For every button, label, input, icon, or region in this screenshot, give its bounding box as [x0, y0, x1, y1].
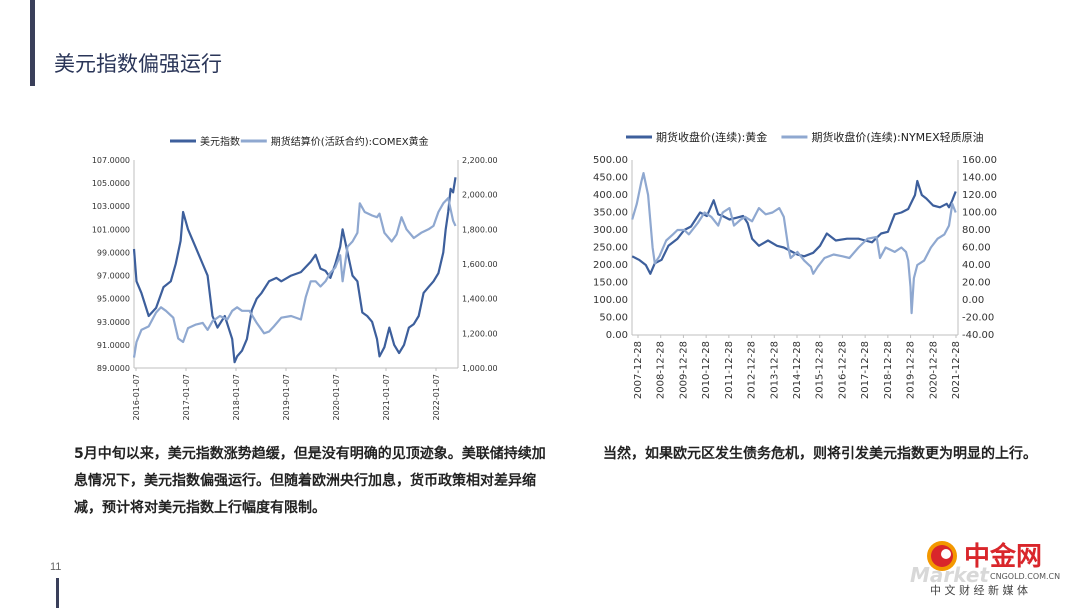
x-tick-label: 2007-12-28 [633, 341, 644, 399]
series-line-1 [631, 179, 957, 275]
y-left-tick-label: 107.0000 [92, 156, 130, 165]
chart-left: 107.0000 105.0000 103.0000 101.0000 99.0000 9… [92, 135, 498, 421]
paragraph-right: 当然，如果欧元区发生债务危机，则将引发美元指数更为明显的上行。 [603, 446, 1037, 462]
y-left-tick-label: 50.00 [599, 313, 628, 324]
paragraph-left: 5月中旬以来，美元指数涨势趋缓，但是没有明确的见顶迹象。美联储持续加息情况下，美… [74, 446, 546, 516]
y-left-tick-label: 250.00 [593, 243, 628, 254]
cngold-logo: Market 中金网 CNGOLD.COM.CN 中 文 财 经 新 媒 体 [908, 532, 1080, 608]
footer-accent-bar [56, 578, 59, 608]
x-tick-label: 2022-01-07 [432, 374, 441, 421]
y-left-tick-label: 99.0000 [97, 248, 130, 257]
y-left-tick-label: 101.0000 [92, 225, 130, 234]
y-left-tick-label: 150.00 [593, 278, 628, 289]
x-tick-label: 2011-12-28 [724, 341, 735, 399]
x-tick-label: 2015-12-28 [815, 341, 826, 399]
series-line-1 [132, 177, 457, 364]
y-right-tick-label: 1,600.00 [462, 260, 498, 269]
y-right-tick-label: 1,200.00 [462, 329, 498, 338]
x-tick-label: 2021-12-28 [951, 341, 962, 399]
y-left-tick-label: 95.0000 [97, 295, 130, 304]
series-line-2 [132, 196, 457, 358]
y-left-tick-label: 105.0000 [92, 179, 130, 188]
y-left-tick-label: 97.0000 [97, 272, 130, 281]
series-line-2 [631, 171, 957, 315]
y-right-tick-label: 140.00 [962, 173, 997, 184]
y-left-tick-label: 103.0000 [92, 202, 130, 211]
x-tick-label: 2016-01-07 [132, 374, 141, 421]
x-tick-label: 2018-01-07 [232, 374, 241, 421]
x-tick-label: 2019-12-28 [906, 341, 917, 399]
y-right-tick-label: 80.00 [962, 225, 991, 236]
x-tick-label: 2013-12-28 [769, 341, 780, 399]
legend-label-1: 美元指数 [200, 135, 240, 148]
legend-label-2: 期货结算价(活跃合约):COMEX黄金 [271, 135, 429, 148]
x-tick-label: 2018-12-28 [883, 341, 894, 399]
legend-label-1: 期货收盘价(连续):黄金 [656, 130, 767, 144]
y-left-tick-label: 0.00 [606, 330, 628, 341]
x-tick-label: 2021-01-07 [382, 374, 391, 421]
y-left-tick-label: 400.00 [593, 190, 628, 201]
y-right-tick-label: 2,000.00 [462, 191, 498, 200]
x-tick-label: 2020-12-28 [928, 341, 939, 399]
y-left-tick-label: 500.00 [593, 155, 628, 166]
x-tick-label: 2014-12-28 [792, 341, 803, 399]
y-right-tick-label: 1,000.00 [462, 364, 498, 373]
x-tick-label: 2016-12-28 [837, 341, 848, 399]
y-left-tick-label: 350.00 [593, 208, 628, 219]
y-left-tick-label: 450.00 [593, 173, 628, 184]
x-tick-label: 2017-01-07 [182, 374, 191, 421]
x-tick-label: 2010-12-28 [701, 341, 712, 399]
y-left-tick-label: 93.0000 [97, 318, 130, 327]
x-tick-label: 2008-12-28 [656, 341, 667, 399]
x-tick-label: 2012-12-28 [747, 341, 758, 399]
y-right-tick-label: 120.00 [962, 190, 997, 201]
y-right-tick-label: 0.00 [962, 295, 984, 306]
y-left-tick-label: 91.0000 [97, 341, 130, 350]
logo-graphic: Market 中金网 CNGOLD.COM.CN 中 文 财 经 新 媒 体 [910, 541, 1060, 597]
y-right-tick-label: 100.00 [962, 208, 997, 219]
y-left-tick-label: 89.0000 [97, 364, 130, 373]
logo-main-text: 中金网 [964, 541, 1042, 572]
logo-sub-text: 中 文 财 经 新 媒 体 [930, 583, 1028, 597]
y-left-tick-label: 200.00 [593, 260, 628, 271]
title-accent-bar [30, 0, 35, 86]
x-tick-label: 2009-12-28 [678, 341, 689, 399]
y-left-tick-label: 100.00 [593, 295, 628, 306]
chart-right: 500.00 450.00 400.00 350.00 300.00 250.00 200.… [593, 130, 997, 399]
y-right-tick-label: 160.00 [962, 155, 997, 166]
y-right-tick-label: 40.00 [962, 260, 991, 271]
page-number: 11 [50, 561, 62, 573]
y-right-tick-label: 1,800.00 [462, 225, 498, 234]
x-tick-label: 2020-01-07 [332, 374, 341, 421]
slide-title: 美元指数偏强运行 [54, 52, 222, 76]
x-tick-label: 2017-12-28 [860, 341, 871, 399]
y-right-tick-label: -20.00 [962, 313, 994, 324]
y-right-tick-label: -40.00 [962, 330, 994, 341]
x-tick-label: 2019-01-07 [282, 374, 291, 421]
y-right-tick-label: 2,200.00 [462, 156, 498, 165]
legend-label-2: 期货收盘价(连续):NYMEX轻质原油 [811, 130, 983, 144]
y-right-tick-label: 1,400.00 [462, 295, 498, 304]
y-left-tick-label: 300.00 [593, 225, 628, 236]
y-right-tick-label: 20.00 [962, 278, 991, 289]
y-right-tick-label: 60.00 [962, 243, 991, 254]
logo-url-text: CNGOLD.COM.CN [990, 572, 1060, 581]
